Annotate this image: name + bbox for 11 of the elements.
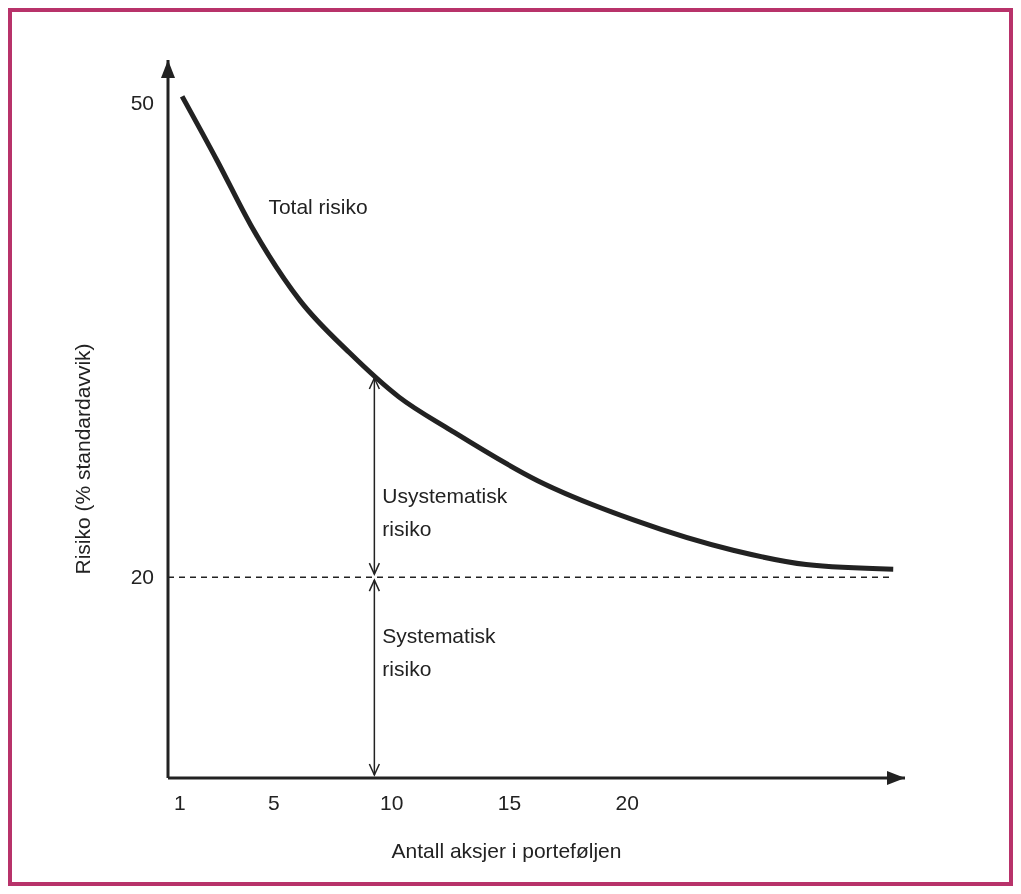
x-tick-label: 5 (268, 791, 280, 814)
y-tick-label: 50 (130, 90, 154, 114)
x-axis-title: Antall aksjer i porteføljen (391, 839, 622, 862)
x-tick-label: 10 (380, 791, 404, 814)
x-tick-label: 20 (615, 791, 639, 814)
y-axis-title: Risiko (% standardavvik) (71, 343, 94, 575)
series-label: Total risiko (268, 195, 368, 219)
annotation: Systematisk risiko (382, 624, 497, 681)
x-tick-label: 15 (497, 791, 522, 814)
annotation: Usystematisk risiko (382, 483, 508, 540)
x-tick-label: 1 (173, 791, 186, 814)
